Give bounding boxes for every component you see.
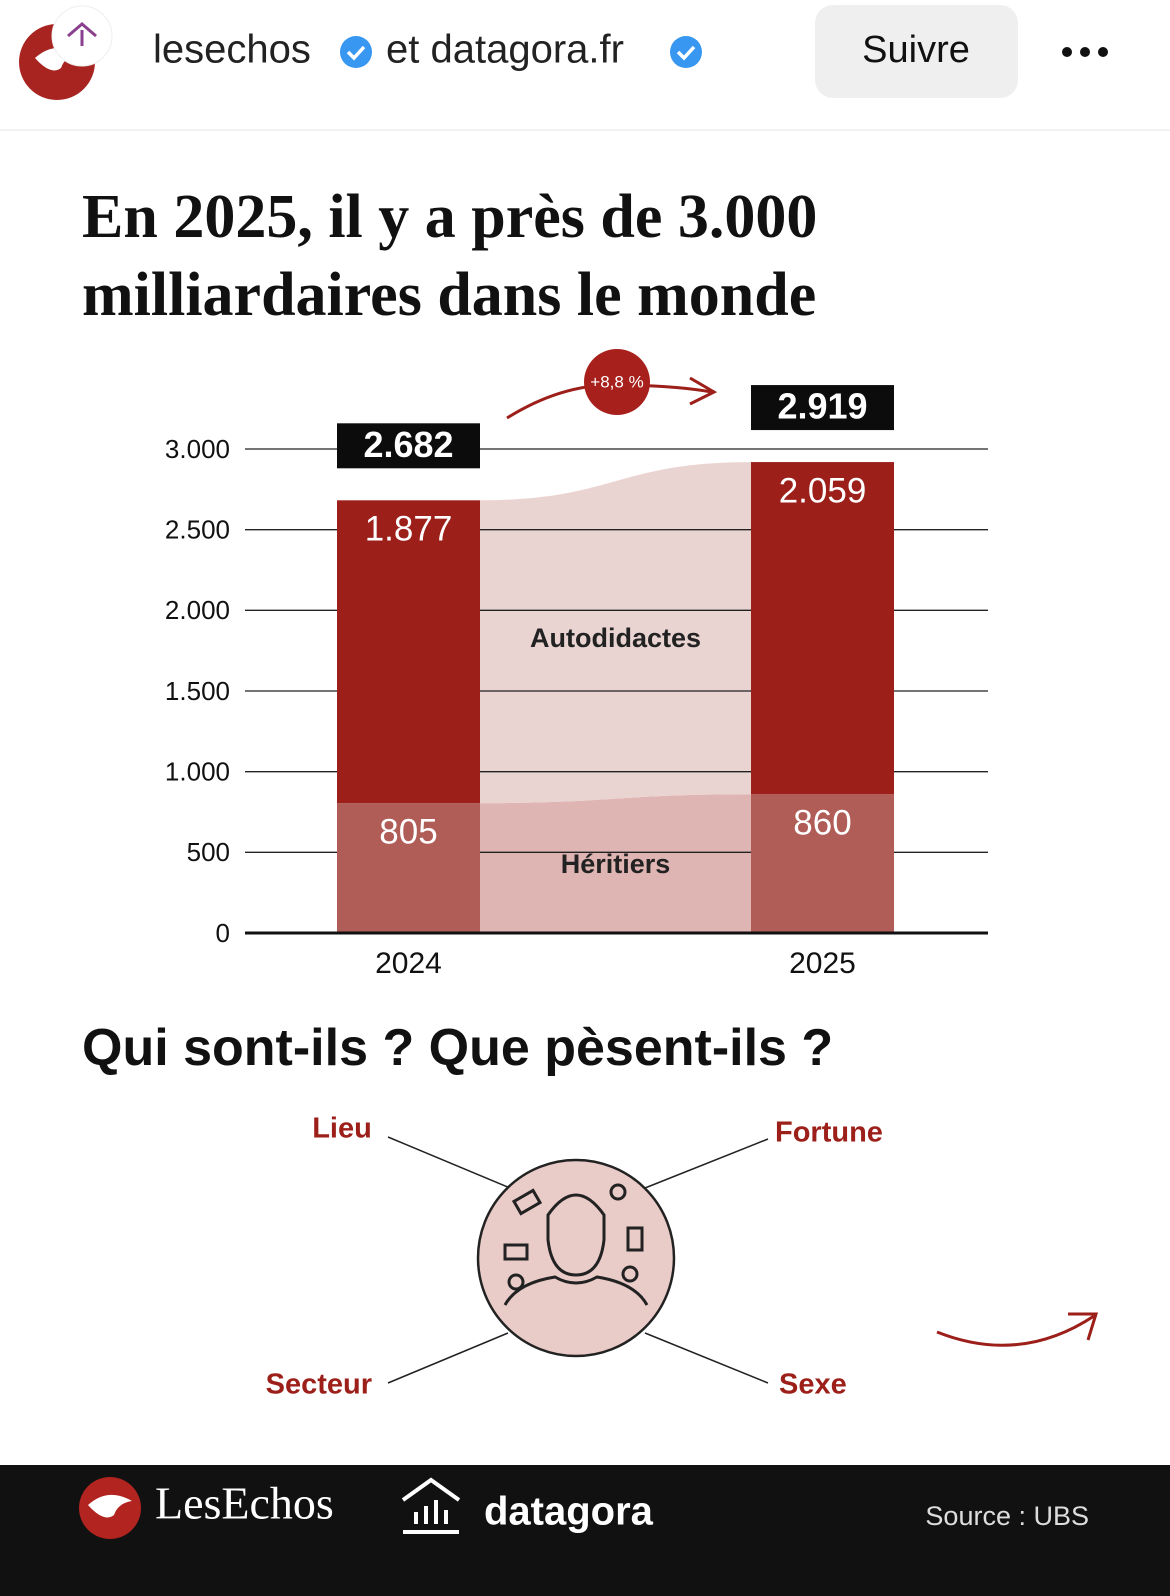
- source: Source : UBS: [925, 1501, 1089, 1531]
- bar-segment: [751, 794, 894, 933]
- series-label: Autodidactes: [530, 623, 701, 653]
- diagram-label: Sexe: [779, 1369, 847, 1401]
- y-tick-label: 2.500: [165, 515, 230, 545]
- bar-segment: [337, 803, 480, 933]
- avatar-2-icon: [67, 22, 97, 46]
- follow-label[interactable]: Suivre: [862, 29, 970, 71]
- swipe-arrow[interactable]: [936, 1314, 1095, 1347]
- data-label: 860: [793, 804, 851, 843]
- data-label: 1.877: [365, 510, 453, 549]
- partner-logo: [401, 1477, 461, 1534]
- partner: datagora: [484, 1490, 654, 1534]
- chart-title: En 2025, il y a près de 3.000 milliardai…: [82, 183, 818, 329]
- chart: 0 500 1.000 1.500 2.000 2.500 3.000 Héritiers Au…: [165, 385, 988, 980]
- bar-segment: [751, 462, 894, 795]
- arrow-head: [1068, 1312, 1099, 1341]
- y-tick-label: 500: [187, 837, 230, 867]
- account-name[interactable]: lesechos: [153, 28, 311, 72]
- verified-badge: [670, 36, 702, 68]
- diagram-label: Secteur: [266, 1369, 372, 1401]
- footer: [0, 1465, 1170, 1596]
- growth-label: +8,8 %: [590, 372, 643, 391]
- x-tick-label: 2024: [375, 947, 442, 980]
- total-label: 2.682: [363, 424, 453, 465]
- total-box: [751, 385, 894, 431]
- brand: LesEchos: [155, 1478, 334, 1529]
- bar-segment: [337, 500, 480, 804]
- flow: [480, 462, 751, 804]
- total-label: 2.919: [777, 386, 867, 427]
- diagram-lines: [387, 1136, 769, 1384]
- follow-button[interactable]: [815, 5, 1018, 98]
- series-label: Héritiers: [561, 849, 671, 879]
- data-label: 805: [379, 812, 437, 851]
- diagram-label: Fortune: [775, 1117, 883, 1149]
- data-label: 2.059: [779, 471, 867, 510]
- person-icon: [503, 1183, 649, 1306]
- growth-badge: [584, 349, 650, 415]
- arrow-head: [689, 376, 718, 406]
- check: [346, 45, 366, 61]
- section-title: Qui sont-ils ? Que pèsent-ils ?: [82, 1019, 834, 1077]
- y-tick-label: 3.000: [165, 434, 230, 464]
- y-tick-label: 1.500: [165, 676, 230, 706]
- diagram-label: Lieu: [312, 1113, 372, 1145]
- flow: [480, 794, 751, 933]
- more-menu[interactable]: [1062, 47, 1108, 57]
- y-tick-label: 0: [216, 918, 230, 948]
- y-tick-label: 1.000: [165, 757, 230, 787]
- x-tick-label: 2025: [789, 947, 856, 980]
- coauthor[interactable]: et datagora.fr: [386, 28, 624, 72]
- verified-badge: [340, 36, 372, 68]
- total-box: [337, 423, 480, 469]
- check: [676, 45, 696, 61]
- y-tick-label: 2.000: [165, 595, 230, 625]
- brand-logo-icon: [88, 1494, 132, 1518]
